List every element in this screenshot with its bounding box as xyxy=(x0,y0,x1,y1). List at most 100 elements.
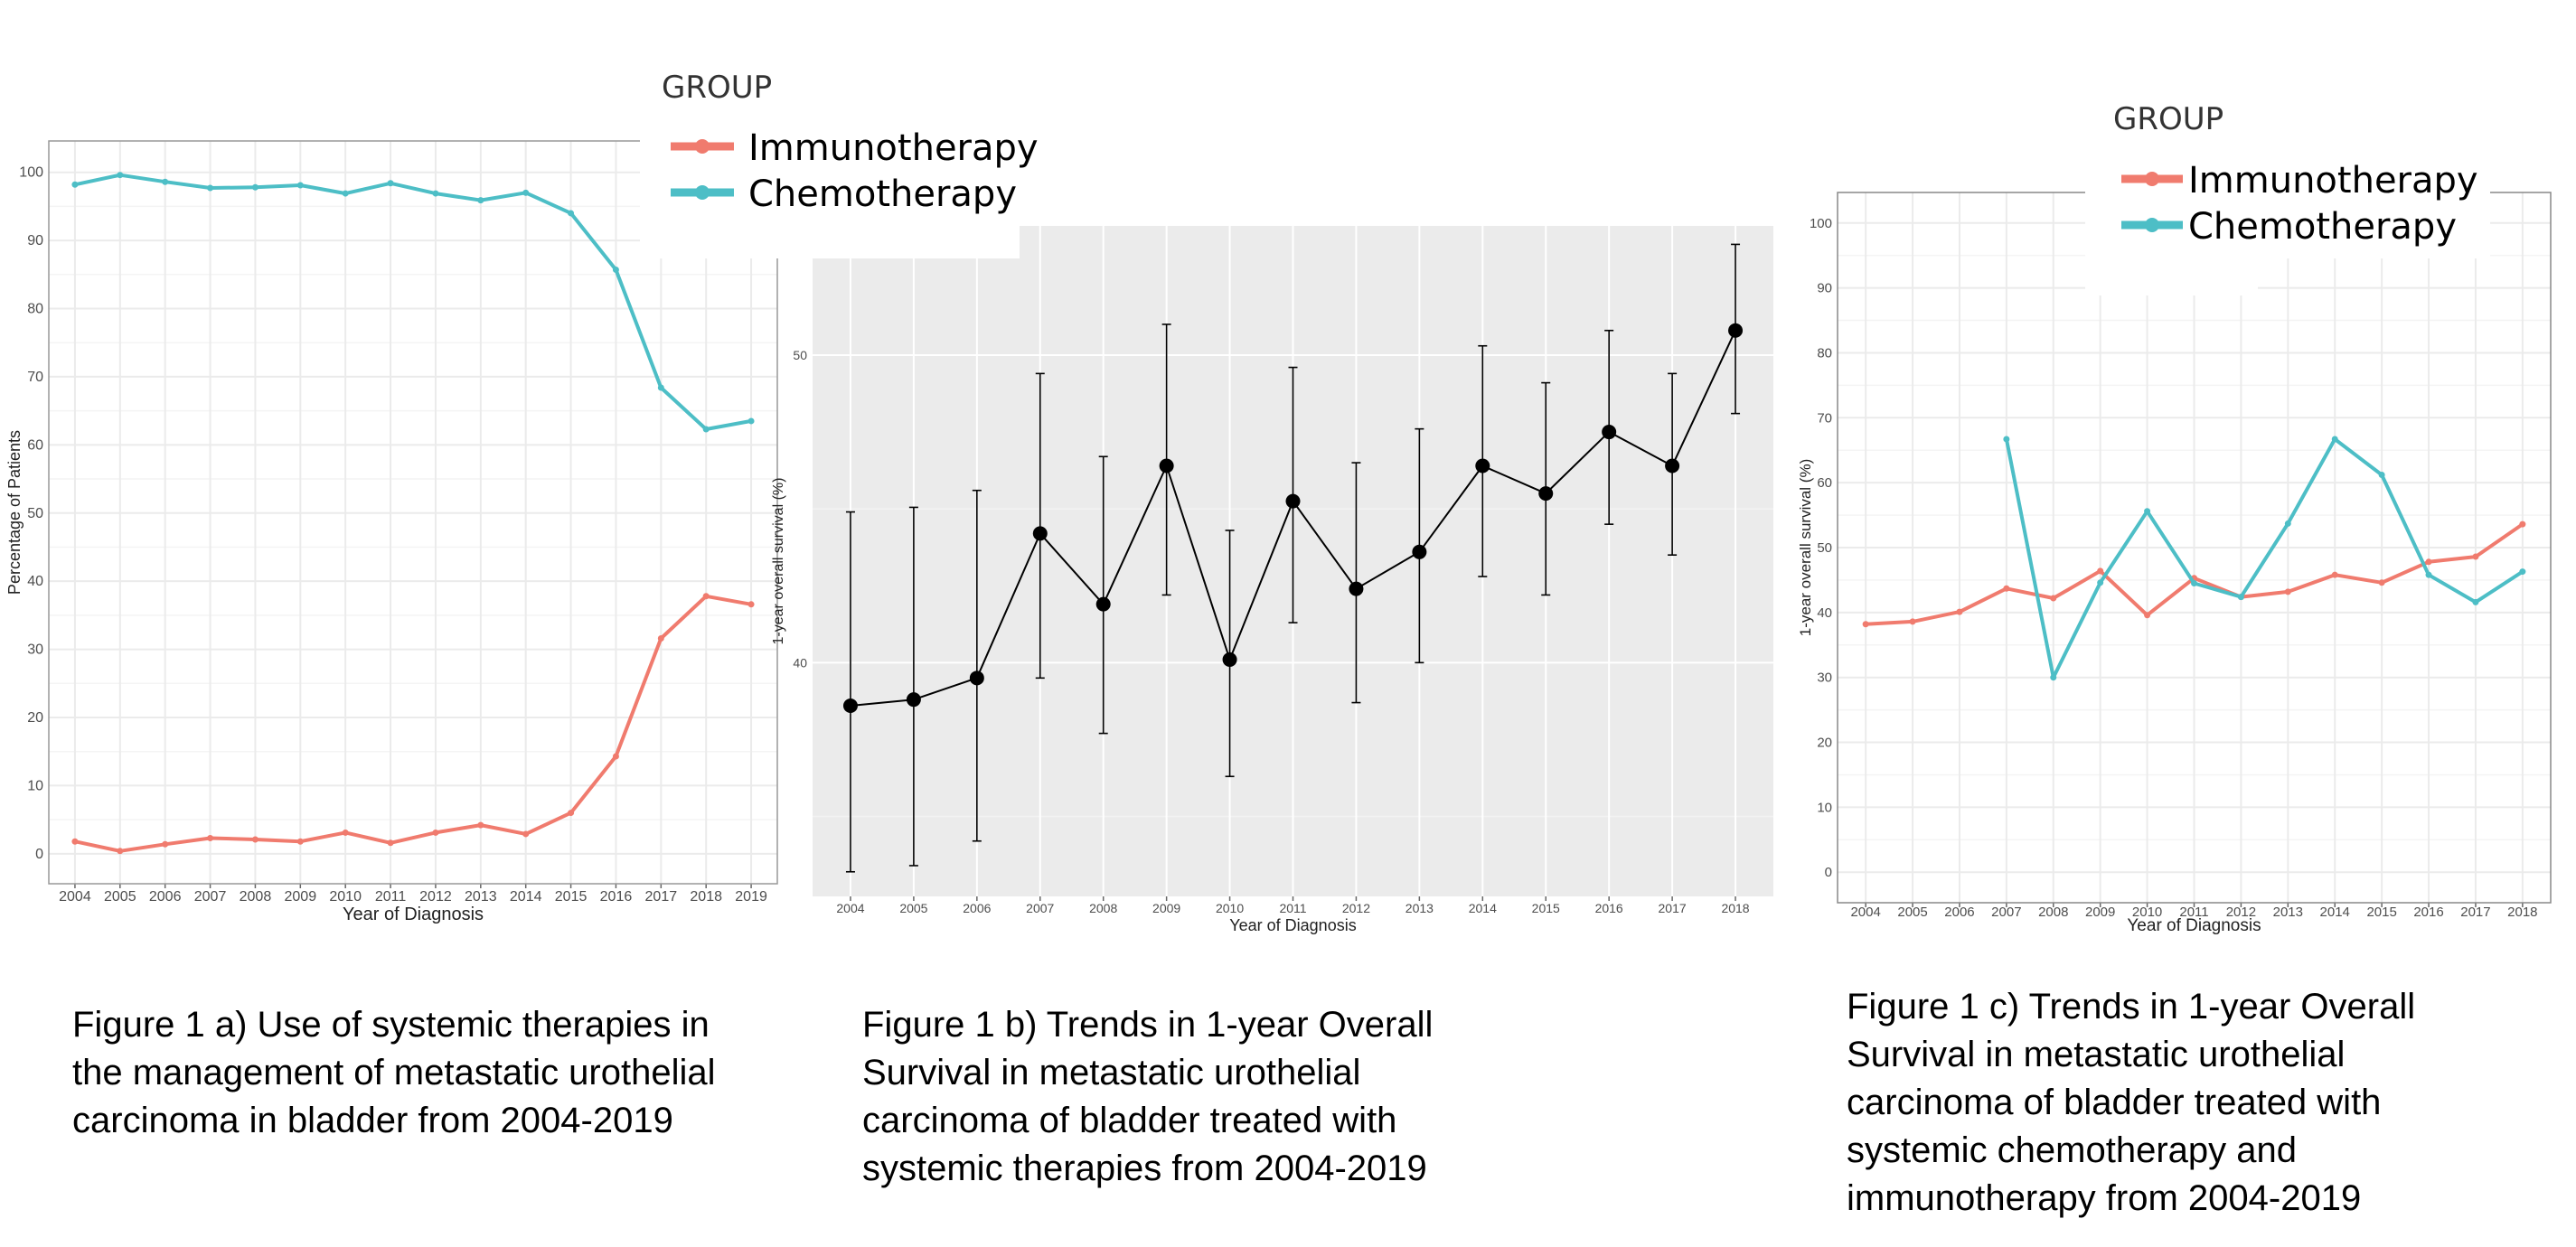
data-point xyxy=(2284,588,2291,595)
caption-line: Survival in metastatic urothelial xyxy=(1847,1035,2346,1074)
x-tick-label: 2017 xyxy=(645,889,678,905)
legend-c-background-lower xyxy=(2085,253,2258,295)
legend-a-background xyxy=(640,54,1020,258)
y-tick-label: 40 xyxy=(27,574,43,589)
data-point xyxy=(117,172,124,179)
y-tick-label: 80 xyxy=(1817,345,1832,361)
data-point xyxy=(207,184,214,192)
x-tick-label: 2004 xyxy=(1850,905,1880,920)
y-tick-label: 0 xyxy=(35,847,43,862)
x-tick-label: 2008 xyxy=(240,889,272,905)
x-tick-label: 2014 xyxy=(1469,901,1497,915)
data-point xyxy=(2472,598,2479,605)
x-tick-label: 2006 xyxy=(963,901,991,915)
x-tick-label: 2007 xyxy=(1991,905,2021,920)
x-tick-label: 2012 xyxy=(419,889,452,905)
y-tick-label: 90 xyxy=(27,233,43,248)
data-point xyxy=(71,181,79,188)
x-tick-label: 2010 xyxy=(2132,905,2162,920)
data-point xyxy=(162,178,169,185)
x-tick-label: 2015 xyxy=(1532,901,1560,915)
y-tick-label: 40 xyxy=(793,655,807,670)
data-point xyxy=(568,810,575,817)
x-tick-label: 2013 xyxy=(2273,905,2303,920)
series-line xyxy=(2004,437,2524,680)
data-point xyxy=(2378,472,2385,479)
x-tick-label: 2010 xyxy=(329,889,362,905)
y-axis-title: 1-year overall survival (%) xyxy=(1797,459,1814,637)
x-tick-label: 2017 xyxy=(2460,905,2490,920)
x-axis-title: Year of Diagnosis xyxy=(2127,916,2261,935)
x-tick-label: 2013 xyxy=(1406,901,1434,915)
data-point xyxy=(842,698,858,713)
x-tick-label: 2018 xyxy=(2507,905,2537,920)
data-point xyxy=(251,183,259,191)
x-axis-title: Year of Diagnosis xyxy=(1229,916,1356,934)
data-point xyxy=(2050,595,2057,602)
data-point xyxy=(296,838,304,845)
x-tick-label: 2005 xyxy=(104,889,136,905)
data-point xyxy=(1909,618,1916,625)
y-tick-label: 100 xyxy=(19,165,43,181)
x-tick-label: 2018 xyxy=(1721,901,1749,915)
data-point xyxy=(251,836,259,843)
legend-a-title: GROUP xyxy=(662,70,772,106)
series-chemotherapy xyxy=(71,172,755,433)
x-tick-label: 2008 xyxy=(1089,901,1117,915)
x-tick-label: 2010 xyxy=(1216,901,1244,915)
data-point xyxy=(2003,436,2010,443)
x-tick-label: 2015 xyxy=(2366,905,2396,920)
legend-c: GROUP Immunotherapy Chemotherapy xyxy=(2085,81,2490,295)
data-point xyxy=(477,197,484,204)
data-point xyxy=(342,829,349,836)
data-point xyxy=(969,670,984,686)
data-point xyxy=(1602,425,1617,440)
x-tick-label: 2016 xyxy=(600,889,633,905)
x-tick-label: 2005 xyxy=(899,901,927,915)
legend-c-label-chemotherapy: Chemotherapy xyxy=(2188,206,2457,248)
x-tick-label: 2006 xyxy=(149,889,182,905)
legend-c-key-chemotherapy: Chemotherapy xyxy=(2121,206,2457,248)
legend-a: GROUP Immunotherapy Chemotherapy xyxy=(640,54,1039,258)
x-tick-label: 2007 xyxy=(1026,901,1054,915)
x-axis-title: Year of Diagnosis xyxy=(343,905,484,924)
data-point xyxy=(1862,621,1869,628)
data-point xyxy=(1665,458,1680,473)
caption-figure-1c: Figure 1 c) Trends in 1-year Overall Sur… xyxy=(1847,983,2415,1223)
data-point xyxy=(432,829,439,836)
x-tick-label: 2004 xyxy=(59,889,91,905)
data-point xyxy=(1159,458,1174,473)
caption-line: the management of metastatic urothelial xyxy=(72,1053,716,1092)
legend-c-label-immunotherapy: Immunotherapy xyxy=(2188,160,2478,202)
series-chemotherapy xyxy=(2003,436,2526,681)
x-tick-label: 2013 xyxy=(465,889,497,905)
data-point xyxy=(612,753,619,760)
y-tick-label: 50 xyxy=(793,348,807,362)
data-point xyxy=(432,190,439,197)
caption-line: Survival in metastatic urothelial xyxy=(862,1053,1361,1092)
data-point xyxy=(2097,579,2104,586)
y-tick-label: 80 xyxy=(27,302,43,317)
caption-figure-1a: Figure 1 a) Use of systemic therapies in… xyxy=(72,1001,716,1145)
caption-figure-1b: Figure 1 b) Trends in 1-year Overall Sur… xyxy=(862,1001,1433,1193)
y-tick-label: 70 xyxy=(1817,410,1832,426)
chart-c-survival-by-group: 0 10 20 30 40 50 60 70 80 90 100 2004 2005 2006 2007 20… xyxy=(1797,192,2552,935)
y-tick-label: 60 xyxy=(1817,475,1832,491)
y-tick-label: 90 xyxy=(1817,281,1832,296)
y-tick-label: 30 xyxy=(1817,670,1832,686)
y-tick-label: 70 xyxy=(27,370,43,385)
data-point xyxy=(2191,580,2197,587)
x-tick-label: 2007 xyxy=(194,889,227,905)
data-point xyxy=(657,635,664,642)
legend-a-label-chemotherapy: Chemotherapy xyxy=(748,173,1017,215)
y-tick-label: 50 xyxy=(1817,540,1832,556)
panel-border xyxy=(48,140,778,885)
x-tick-label: 2014 xyxy=(2320,905,2350,920)
data-point xyxy=(1728,323,1744,338)
y-axis-title: 1-year overall survival (%) xyxy=(771,478,786,645)
data-point xyxy=(2425,571,2432,578)
legend-c-swatch-dot xyxy=(2145,172,2159,186)
x-tick-label: 2011 xyxy=(1279,901,1306,915)
data-point xyxy=(477,821,484,829)
